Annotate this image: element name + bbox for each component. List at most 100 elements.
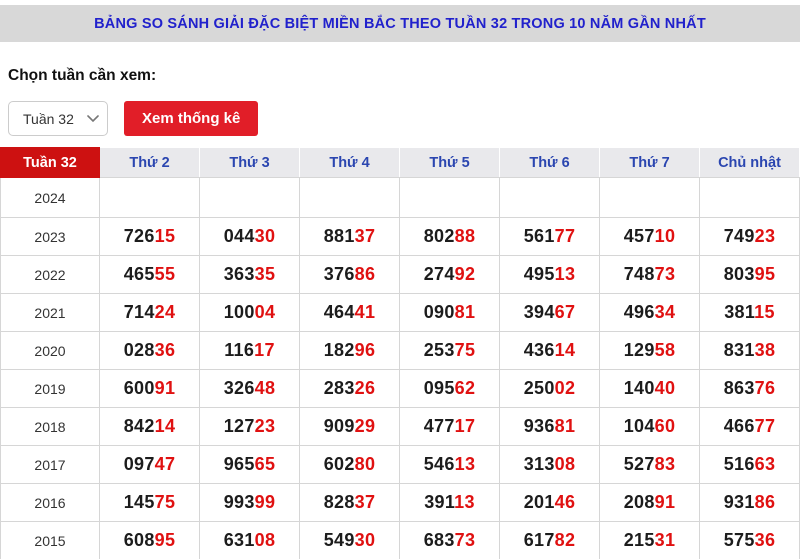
number-last-two: 75 — [454, 340, 476, 360]
number-last-two: 67 — [554, 302, 576, 322]
number-last-two: 14 — [554, 340, 576, 360]
number-cell: 60280 — [299, 445, 400, 484]
number-last-two: 62 — [454, 378, 476, 398]
number-prefix: 803 — [723, 264, 755, 284]
number-prefix: 546 — [423, 454, 455, 474]
number-cell: 80288 — [399, 217, 500, 256]
number-last-two: 24 — [154, 302, 176, 322]
number-cell: 46441 — [299, 293, 400, 332]
number-cell: 25002 — [499, 369, 600, 408]
number-prefix: 182 — [323, 340, 355, 360]
view-stats-button[interactable]: Xem thống kê — [124, 101, 259, 136]
table-row: 2023 72615 04430 88137 80288 56177 45710 74923 — [0, 217, 800, 256]
choose-week-label: Chọn tuần cần xem: — [8, 67, 157, 84]
number-prefix: 748 — [623, 264, 655, 284]
number-prefix: 129 — [623, 340, 655, 360]
table-row: 2019 60091 32648 28326 09562 25002 14040 86376 — [0, 369, 800, 408]
number-last-two: 96 — [354, 340, 376, 360]
table-row: 2017 09747 96565 60280 54613 31308 52783 51663 — [0, 445, 800, 484]
number-cell: 14040 — [599, 369, 700, 408]
number-last-two: 95 — [154, 530, 176, 550]
number-last-two: 55 — [154, 264, 176, 284]
number-cell: 93681 — [499, 407, 600, 446]
number-cell: 28326 — [299, 369, 400, 408]
number-prefix: 394 — [523, 302, 555, 322]
number-cell: 51663 — [699, 445, 800, 484]
number-last-two: 29 — [354, 416, 376, 436]
number-prefix: 274 — [423, 264, 455, 284]
page-title: BẢNG SO SÁNH GIẢI ĐẶC BIỆT MIỀN BẮC THEO… — [94, 15, 706, 32]
number-prefix: 561 — [523, 226, 555, 246]
stats-table-body: 2024 2023 72615 04430 88137 80288 56177 45710… — [0, 177, 800, 559]
number-last-two: 86 — [354, 264, 376, 284]
number-cell: 82837 — [299, 483, 400, 522]
number-prefix: 842 — [123, 416, 155, 436]
number-prefix: 828 — [323, 492, 355, 512]
number-cell: 84214 — [99, 407, 200, 446]
year-cell: 2024 — [0, 177, 100, 218]
header-cell-day: Chủ nhật — [699, 147, 800, 178]
number-prefix: 208 — [623, 492, 655, 512]
number-prefix: 726 — [123, 226, 155, 246]
number-cell: 74873 — [599, 255, 700, 294]
number-last-two: 26 — [354, 378, 376, 398]
number-last-two: 13 — [454, 454, 476, 474]
number-cell: 52783 — [599, 445, 700, 484]
number-prefix: 600 — [123, 378, 155, 398]
number-cell: 60895 — [99, 521, 200, 559]
header-cell-day: Thứ 7 — [599, 147, 700, 178]
number-last-two: 08 — [554, 454, 576, 474]
number-last-two: 46 — [554, 492, 576, 512]
number-cell: 71424 — [99, 293, 200, 332]
number-last-two: 95 — [754, 264, 776, 284]
year-cell: 2021 — [0, 293, 100, 332]
number-prefix: 090 — [423, 302, 455, 322]
number-prefix: 044 — [223, 226, 255, 246]
number-cell: 18296 — [299, 331, 400, 370]
number-cell — [699, 177, 800, 218]
number-last-two: 17 — [254, 340, 275, 360]
number-prefix: 465 — [123, 264, 155, 284]
number-last-two: 58 — [654, 340, 676, 360]
number-cell: 09747 — [99, 445, 200, 484]
number-last-two: 23 — [254, 416, 276, 436]
number-cell: 20146 — [499, 483, 600, 522]
number-last-two: 80 — [354, 454, 376, 474]
number-last-two: 31 — [654, 530, 676, 550]
week-select[interactable]: Tuần 32 — [8, 101, 108, 136]
number-cell: 49513 — [499, 255, 600, 294]
number-last-two: 37 — [354, 226, 376, 246]
number-cell: 46677 — [699, 407, 800, 446]
number-last-two: 99 — [254, 492, 276, 512]
number-last-two: 34 — [654, 302, 676, 322]
number-prefix: 575 — [723, 530, 755, 550]
number-last-two: 13 — [454, 492, 475, 512]
year-cell: 2015 — [0, 521, 100, 559]
number-cell: 88137 — [299, 217, 400, 256]
number-prefix: 104 — [623, 416, 655, 436]
number-prefix: 464 — [323, 302, 355, 322]
table-row: 2022 46555 36335 37686 27492 49513 74873 80395 — [0, 255, 800, 294]
number-prefix: 250 — [523, 378, 555, 398]
number-prefix: 097 — [123, 454, 155, 474]
number-prefix: 909 — [323, 416, 355, 436]
number-cell: 68373 — [399, 521, 500, 559]
number-prefix: 516 — [723, 454, 755, 474]
number-cell — [99, 177, 200, 218]
number-cell: 21531 — [599, 521, 700, 559]
number-last-two: 10 — [654, 226, 676, 246]
number-last-two: 73 — [454, 530, 476, 550]
number-prefix: 201 — [523, 492, 555, 512]
number-prefix: 436 — [523, 340, 555, 360]
number-prefix: 802 — [423, 226, 455, 246]
title-bar: BẢNG SO SÁNH GIẢI ĐẶC BIỆT MIỀN BẮC THEO… — [0, 5, 800, 42]
number-cell: 31308 — [499, 445, 600, 484]
table-row: 2016 14575 99399 82837 39113 20146 20891 93186 — [0, 483, 800, 522]
number-prefix: 496 — [623, 302, 655, 322]
number-cell: 14575 — [99, 483, 200, 522]
year-cell: 2023 — [0, 217, 100, 256]
number-prefix: 326 — [223, 378, 255, 398]
number-cell: 74923 — [699, 217, 800, 256]
number-last-two: 92 — [454, 264, 476, 284]
number-prefix: 936 — [523, 416, 555, 436]
